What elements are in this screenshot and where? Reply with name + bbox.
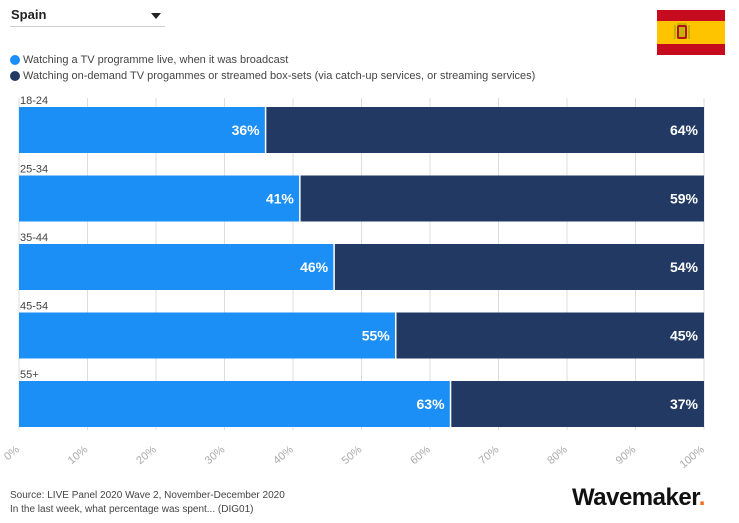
data-label-live: 46% <box>300 259 329 275</box>
chart-footer: Source: LIVE Panel 2020 Wave 2, November… <box>10 489 285 517</box>
x-tick-label: 80% <box>545 444 570 467</box>
data-label-ondemand: 54% <box>670 259 699 275</box>
data-label-live: 36% <box>232 122 261 138</box>
bar-ondemand <box>334 244 704 290</box>
spain-flag-icon <box>657 10 725 55</box>
category-label: 45-54 <box>20 301 48 313</box>
x-tick-label: 0% <box>2 444 22 464</box>
bar-ondemand <box>395 312 704 359</box>
x-tick-label: 30% <box>203 444 228 467</box>
brand-dot: . <box>698 484 706 511</box>
category-label: 25-34 <box>20 164 48 176</box>
x-tick-label: 20% <box>134 444 159 467</box>
legend-label-live: Watching a TV programme live, when it wa… <box>23 53 289 66</box>
data-label-live: 63% <box>417 396 446 412</box>
bar-ondemand <box>299 175 704 222</box>
brand-name: Wavemaker <box>572 484 699 511</box>
legend-swatch-ondemand <box>10 70 20 81</box>
chart-legend: Watching a TV programme live, when it wa… <box>10 52 535 84</box>
data-label-ondemand: 59% <box>670 191 699 207</box>
bar-ondemand <box>450 381 704 427</box>
bar-ondemand <box>265 107 704 153</box>
country-dropdown-value: Spain <box>11 7 47 22</box>
x-tick-label: 100% <box>678 444 707 471</box>
data-label-ondemand: 45% <box>670 328 699 344</box>
bar-live <box>19 175 300 222</box>
data-label-ondemand: 64% <box>670 122 699 138</box>
legend-item-live: Watching a TV programme live, when it wa… <box>10 52 535 67</box>
x-tick-label: 60% <box>408 444 433 467</box>
wavemaker-logo: Wavemaker. <box>572 484 705 512</box>
country-dropdown[interactable]: Spain <box>10 6 165 27</box>
data-label-live: 41% <box>266 191 295 207</box>
category-label: 35-44 <box>20 232 48 244</box>
x-tick-label: 40% <box>271 444 296 467</box>
bar-live <box>19 312 396 359</box>
data-label-ondemand: 37% <box>670 396 699 412</box>
data-label-live: 55% <box>362 328 391 344</box>
bar-live <box>19 381 451 427</box>
legend-swatch-live <box>10 54 20 65</box>
category-label: 55+ <box>20 369 39 381</box>
x-tick-label: 70% <box>477 444 502 467</box>
x-tick-label: 10% <box>66 444 91 467</box>
source-note: Source: LIVE Panel 2020 Wave 2, November… <box>10 490 285 501</box>
chevron-down-icon <box>151 13 161 19</box>
bar-live <box>19 107 266 153</box>
x-tick-label: 90% <box>614 444 639 467</box>
bar-live <box>19 244 335 290</box>
category-label: 18-24 <box>20 95 48 107</box>
legend-label-ondemand: Watching on-demand TV progammes or strea… <box>23 69 536 82</box>
legend-item-ondemand: Watching on-demand TV progammes or strea… <box>10 68 535 83</box>
stacked-bar-chart: 0% 10% 20% 30% 40% 50% 60% 70% 80% 90% 100% 18-24 36… <box>2 95 707 471</box>
question-note: In the last week, what percentage was sp… <box>10 504 254 515</box>
x-tick-label: 50% <box>340 444 365 467</box>
